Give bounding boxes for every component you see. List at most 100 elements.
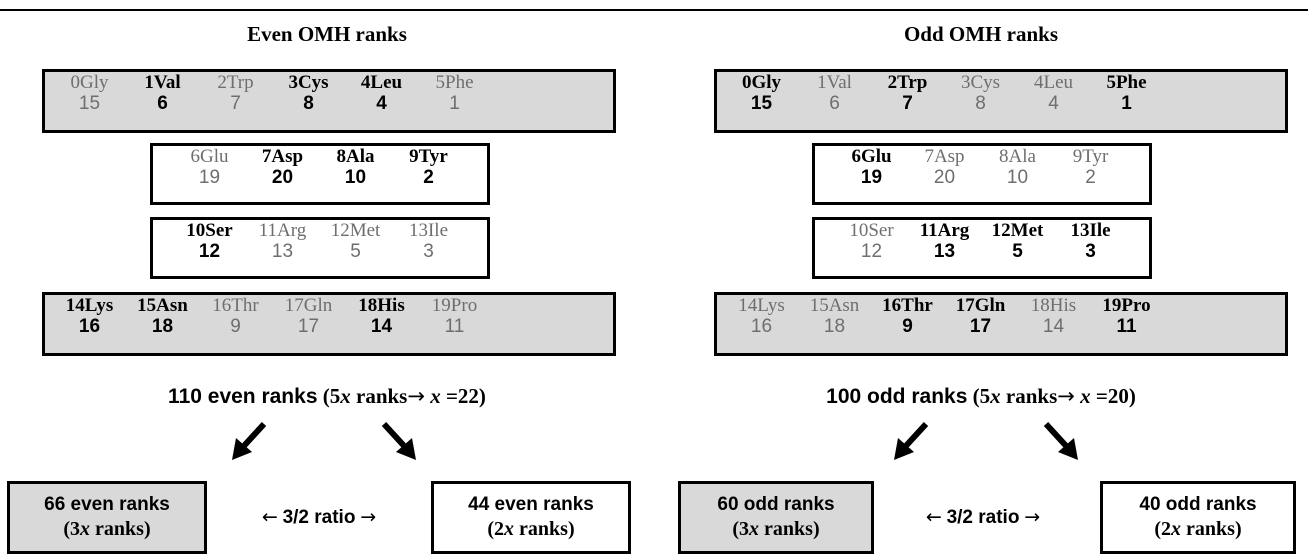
two-x-box: 40 odd ranks (2x ranks) xyxy=(1100,481,1296,554)
aa-cell: 13Ile 3 xyxy=(392,220,465,276)
block-row-2: 6Glu 19 7Asp 20 8Ala 10 9Tyr 2 xyxy=(812,143,1152,205)
top-rule xyxy=(0,9,1308,11)
aa-cell: 18His 14 xyxy=(1017,295,1090,353)
aa-name: 17Gln xyxy=(955,295,1006,316)
aa-rank: 15 xyxy=(78,93,101,114)
three-x-box: 60 odd ranks (3x ranks) xyxy=(678,481,874,554)
aa-name: 18His xyxy=(358,295,405,316)
aa-rank: 14 xyxy=(1042,316,1065,337)
aa-cell: 2Trp 7 xyxy=(199,72,272,130)
aa-rank: 15 xyxy=(750,93,773,114)
even-panel: Even OMH ranks 0Gly 15 1Val 6 2Trp 7 3Cys 8 … xyxy=(0,22,654,554)
aa-name: 12Met xyxy=(991,220,1044,241)
aa-cell: 7Asp 20 xyxy=(908,146,981,202)
aa-name: 15Asn xyxy=(809,295,860,316)
box-note: (2x ranks) xyxy=(487,518,575,540)
aa-rank: 17 xyxy=(297,316,320,337)
aa-rank: 17 xyxy=(969,316,992,337)
aa-rank: 8 xyxy=(975,93,986,114)
box-count: 66 even ranks xyxy=(44,494,170,515)
aa-cell: 8Ala 10 xyxy=(981,146,1054,202)
block-row-4: 14Lys 16 15Asn 18 16Thr 9 17Gln 17 18His 14 1… xyxy=(42,292,616,356)
total-count: 100 odd ranks xyxy=(826,385,968,408)
aa-cell: 19Pro 11 xyxy=(418,295,491,353)
aa-cell: 19Pro 11 xyxy=(1090,295,1163,353)
aa-cell: 4Leu 4 xyxy=(1017,72,1090,130)
block-row-1: 0Gly 15 1Val 6 2Trp 7 3Cys 8 4Leu 4 5Phe 1 xyxy=(42,69,616,133)
aa-rank: 18 xyxy=(151,316,174,337)
block-row-3: 10Ser 12 11Arg 13 12Met 5 13Ile 3 xyxy=(150,217,490,279)
box-note: (3x ranks) xyxy=(63,518,151,540)
aa-rank: 6 xyxy=(157,93,168,114)
aa-rank: 10 xyxy=(344,167,367,188)
aa-rank: 13 xyxy=(933,241,956,262)
aa-rank: 1 xyxy=(1121,93,1132,114)
arrow-down-left-icon xyxy=(232,421,267,460)
ratio-text: 3/2 ratio xyxy=(282,507,356,528)
aa-rank: 9 xyxy=(230,316,241,337)
aa-cell: 16Thr 9 xyxy=(871,295,944,353)
aa-name: 7Asp xyxy=(261,146,304,167)
aa-name: 16Thr xyxy=(882,295,933,316)
aa-name: 13Ile xyxy=(408,220,449,241)
arrow-left-icon: ← xyxy=(261,506,278,528)
aa-rank: 19 xyxy=(198,167,221,188)
aa-rank: 11 xyxy=(444,316,465,337)
aa-cell: 8Ala 10 xyxy=(319,146,392,202)
aa-name: 6Glu xyxy=(851,146,892,167)
aa-name: 0Gly xyxy=(70,72,109,93)
aa-cell: 3Cys 8 xyxy=(272,72,345,130)
aa-rank: 5 xyxy=(350,241,361,262)
total-count: 110 even ranks xyxy=(168,385,318,408)
aa-name: 1Val xyxy=(817,72,852,93)
aa-cell: 16Thr 9 xyxy=(199,295,272,353)
aa-cell: 4Leu 4 xyxy=(345,72,418,130)
aa-name: 14Lys xyxy=(738,295,785,316)
aa-name: 5Phe xyxy=(1106,72,1147,93)
aa-cell: 6Glu 19 xyxy=(173,146,246,202)
aa-name: 6Glu xyxy=(190,146,229,167)
aa-name: 11Arg xyxy=(258,220,307,241)
aa-name: 10Ser xyxy=(186,220,233,241)
arrow-right-icon: → xyxy=(360,506,377,528)
box-note: (3x ranks) xyxy=(732,518,820,540)
total-ranks: 100 odd ranks (5x ranks→ x =20) xyxy=(654,384,1308,409)
aa-cell: 1Val 6 xyxy=(798,72,871,130)
aa-rank: 2 xyxy=(1085,167,1096,188)
box-count: 44 even ranks xyxy=(468,494,594,515)
aa-name: 0Gly xyxy=(741,72,782,93)
block-row-2: 6Glu 19 7Asp 20 8Ala 10 9Tyr 2 xyxy=(150,143,490,205)
aa-rank: 9 xyxy=(902,316,913,337)
aa-cell: 7Asp 20 xyxy=(246,146,319,202)
aa-cell: 17Gln 17 xyxy=(272,295,345,353)
panel-heading: Odd OMH ranks xyxy=(903,22,1059,46)
aa-name: 16Thr xyxy=(212,295,259,316)
aa-name: 19Pro xyxy=(431,295,478,316)
aa-cell: 13Ile 3 xyxy=(1054,220,1127,276)
aa-rank: 11 xyxy=(1116,316,1137,337)
aa-name: 2Trp xyxy=(217,72,254,93)
three-x-box: 66 even ranks (3x ranks) xyxy=(7,481,207,554)
aa-cell: 14Lys 16 xyxy=(53,295,126,353)
aa-name: 19Pro xyxy=(1102,295,1151,316)
aa-name: 7Asp xyxy=(924,146,965,167)
aa-name: 4Leu xyxy=(360,72,403,93)
aa-cell: 15Asn 18 xyxy=(798,295,871,353)
aa-cell: 3Cys 8 xyxy=(944,72,1017,130)
aa-cell: 15Asn 18 xyxy=(126,295,199,353)
arrow-down-right-icon xyxy=(381,421,416,460)
aa-cell: 1Val 6 xyxy=(126,72,199,130)
aa-name: 3Cys xyxy=(960,72,1001,93)
arrow-down-right-icon xyxy=(1043,421,1078,460)
aa-name: 17Gln xyxy=(284,295,333,316)
aa-rank: 16 xyxy=(78,316,101,337)
aa-rank: 7 xyxy=(902,93,913,114)
two-x-box: 44 even ranks (2x ranks) xyxy=(431,481,631,554)
total-note: (5x ranks→ x =20) xyxy=(967,384,1136,408)
aa-rank: 16 xyxy=(750,316,773,337)
aa-rank: 14 xyxy=(370,316,393,337)
odd-panel: Odd OMH ranks 0Gly 15 1Val 6 2Trp 7 3Cys 8 4… xyxy=(654,0,1308,559)
total-ranks: 110 even ranks (5x ranks→ x =22) xyxy=(0,384,654,409)
aa-name: 11Arg xyxy=(919,220,970,241)
box-count: 40 odd ranks xyxy=(1139,494,1257,515)
